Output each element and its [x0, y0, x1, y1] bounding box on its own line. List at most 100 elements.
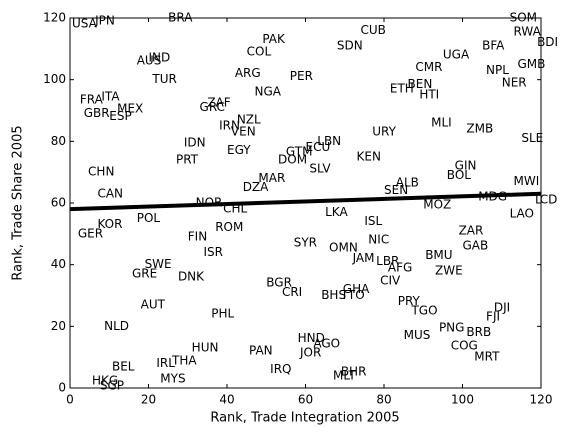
point-label: NIC	[368, 233, 389, 247]
y-tick-label: 20	[51, 319, 66, 333]
point-label: TUR	[151, 72, 176, 86]
point-label: MRT	[474, 350, 500, 364]
point-label: PAN	[249, 344, 273, 358]
point-label: ISL	[364, 214, 382, 228]
point-label: EGY	[227, 143, 251, 157]
point-label: DOM	[278, 152, 307, 166]
fit-line	[69, 191, 542, 212]
point-label: CIV	[380, 274, 401, 288]
point-label: BRB	[466, 325, 491, 339]
point-label: KEN	[357, 149, 381, 163]
point-label: ZMB	[466, 122, 493, 136]
point-label: ETH	[390, 81, 414, 95]
point-label: NGA	[254, 85, 281, 99]
point-label: ECU	[306, 140, 331, 154]
x-tick-label: 40	[219, 393, 234, 407]
point-label: SWE	[145, 257, 172, 271]
point-label: NER	[502, 75, 527, 89]
point-label: GMB	[517, 57, 545, 71]
point-label: BRA	[168, 11, 193, 25]
point-label: GER	[78, 226, 103, 240]
point-label: BOL	[447, 168, 471, 182]
point-label: GTM	[286, 145, 313, 159]
point-label: AFG	[388, 260, 412, 274]
point-label: FIN	[188, 229, 207, 243]
point-label: AUS	[137, 54, 162, 68]
point-label: ISR	[203, 245, 223, 259]
point-label: COL	[247, 44, 272, 58]
point-label: SGP	[100, 379, 124, 393]
x-tick-label: 80	[376, 393, 391, 407]
point-label: IND	[149, 51, 171, 65]
y-tick-label: 120	[43, 11, 66, 25]
point-label: DJI	[494, 300, 510, 314]
y-tick-label: 80	[51, 134, 66, 148]
point-label: NPL	[486, 63, 509, 77]
point-label: PNG	[439, 320, 465, 334]
point-label: HUN	[192, 340, 219, 354]
point-label: ESP	[109, 109, 131, 123]
point-label: IRQ	[270, 362, 291, 376]
y-tick-label: 40	[51, 257, 66, 271]
point-label: NLD	[104, 319, 129, 333]
point-label: FRA	[80, 93, 104, 107]
point-label: KOR	[97, 217, 122, 231]
point-label: POL	[137, 211, 161, 225]
point-label: PAK	[262, 32, 286, 46]
point-label: GAB	[463, 239, 489, 253]
point-label: SOM	[510, 11, 537, 25]
point-label: MWI	[514, 174, 540, 188]
point-label: HKG	[92, 373, 118, 387]
point-label: ROM	[215, 220, 243, 234]
point-label: ITA	[101, 89, 120, 103]
point-label: IDN	[184, 135, 206, 149]
point-label: ZAR	[459, 223, 484, 237]
point-label: BFA	[482, 38, 505, 52]
point-label: GRE	[132, 266, 157, 280]
point-label: TTO	[340, 288, 365, 302]
point-label: ARG	[235, 66, 261, 80]
point-label: SYR	[294, 236, 317, 250]
point-label: IRN	[219, 118, 240, 132]
point-label: DZA	[243, 180, 269, 194]
point-label: LBR	[376, 254, 399, 268]
x-tick-label: 0	[66, 393, 74, 407]
point-label: SEN	[384, 183, 408, 197]
point-label: BHS	[321, 288, 346, 302]
point-label: VEN	[231, 125, 256, 139]
point-label: USA	[72, 17, 98, 31]
point-label: MOZ	[423, 197, 451, 211]
point-label: CAN	[97, 186, 123, 200]
point-label: MYS	[160, 371, 185, 385]
point-label: MLI	[431, 115, 452, 129]
point-label: CMR	[415, 60, 442, 74]
point-label: BDI	[537, 35, 558, 49]
point-label: THA	[171, 353, 197, 367]
point-label: AGO	[313, 336, 340, 350]
point-label: IRL	[156, 356, 175, 370]
point-label: COG	[451, 339, 478, 353]
point-label: TGO	[410, 303, 437, 317]
point-label: URY	[372, 125, 396, 139]
point-label: MLT	[333, 368, 356, 382]
y-axis-label: Rank, Trade Share 2005	[11, 125, 26, 280]
x-axis-label: Rank, Trade Integration 2005	[210, 411, 399, 426]
point-label: MUS	[404, 328, 431, 342]
point-label: SLV	[309, 162, 331, 176]
point-label: HTI	[419, 88, 439, 102]
x-tick-label: 20	[141, 393, 156, 407]
point-label: AUT	[141, 297, 166, 311]
point-label: HND	[298, 331, 325, 345]
point-label: JAM	[352, 251, 375, 265]
x-tick-label: 60	[298, 393, 313, 407]
point-label: PHL	[211, 307, 234, 321]
point-label: TCD	[532, 192, 557, 206]
point-label: JOR	[299, 345, 321, 359]
point-label: LAO	[510, 207, 534, 221]
point-label: BMU	[425, 248, 452, 262]
point-label: GHA	[343, 282, 370, 296]
y-tick-label: 60	[51, 196, 66, 210]
point-label: MAR	[258, 171, 285, 185]
point-label: ZWE	[435, 263, 463, 277]
